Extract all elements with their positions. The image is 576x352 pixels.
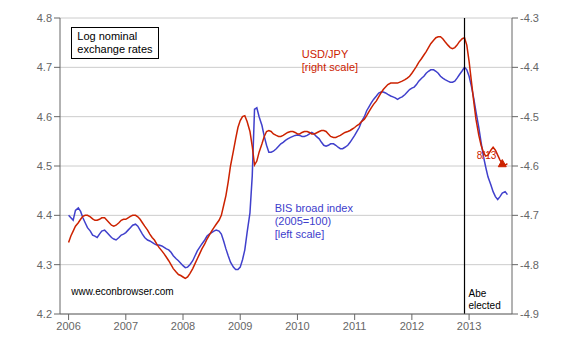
svg-text:-4.6: -4.6 — [520, 160, 539, 172]
svg-text:4.6: 4.6 — [37, 111, 52, 123]
svg-text:8/13: 8/13 — [477, 150, 497, 161]
svg-text:2011: 2011 — [343, 320, 367, 332]
svg-text:-4.8: -4.8 — [520, 259, 539, 271]
svg-text:4.8: 4.8 — [37, 12, 52, 24]
svg-text:4.2: 4.2 — [37, 308, 52, 320]
html-text:USD/JPY [right scale]: USD/JPY [right scale] — [301, 47, 359, 73]
svg-text:2008: 2008 — [171, 320, 195, 332]
svg-text:Abeelected: Abeelected — [469, 288, 501, 311]
svg-text:2013: 2013 — [457, 320, 481, 332]
svg-text:-4.5: -4.5 — [520, 111, 539, 123]
svg-text:4.7: 4.7 — [37, 61, 52, 73]
svg-text:-4.7: -4.7 — [520, 209, 539, 221]
svg-text:2007: 2007 — [114, 320, 138, 332]
svg-text:4.3: 4.3 — [37, 259, 52, 271]
html-text:www.econbrowser.com: www.econbrowser.com — [71, 285, 174, 297]
svg-text:-4.9: -4.9 — [520, 308, 539, 320]
svg-text:4.5: 4.5 — [37, 160, 52, 172]
svg-text:2009: 2009 — [228, 320, 252, 332]
svg-text:2006: 2006 — [56, 320, 80, 332]
svg-text:2012: 2012 — [400, 320, 424, 332]
svg-text:-4.4: -4.4 — [520, 61, 539, 73]
html-text:BIS broad index (2005=100) [le: BIS broad index (2005=100) [left scale] — [274, 201, 353, 240]
svg-text:-4.3: -4.3 — [520, 12, 539, 24]
html-text:Log nominal exchange rates: Log nominal exchange rates — [77, 29, 153, 55]
svg-text:2010: 2010 — [285, 320, 309, 332]
svg-text:4.4: 4.4 — [37, 209, 52, 221]
